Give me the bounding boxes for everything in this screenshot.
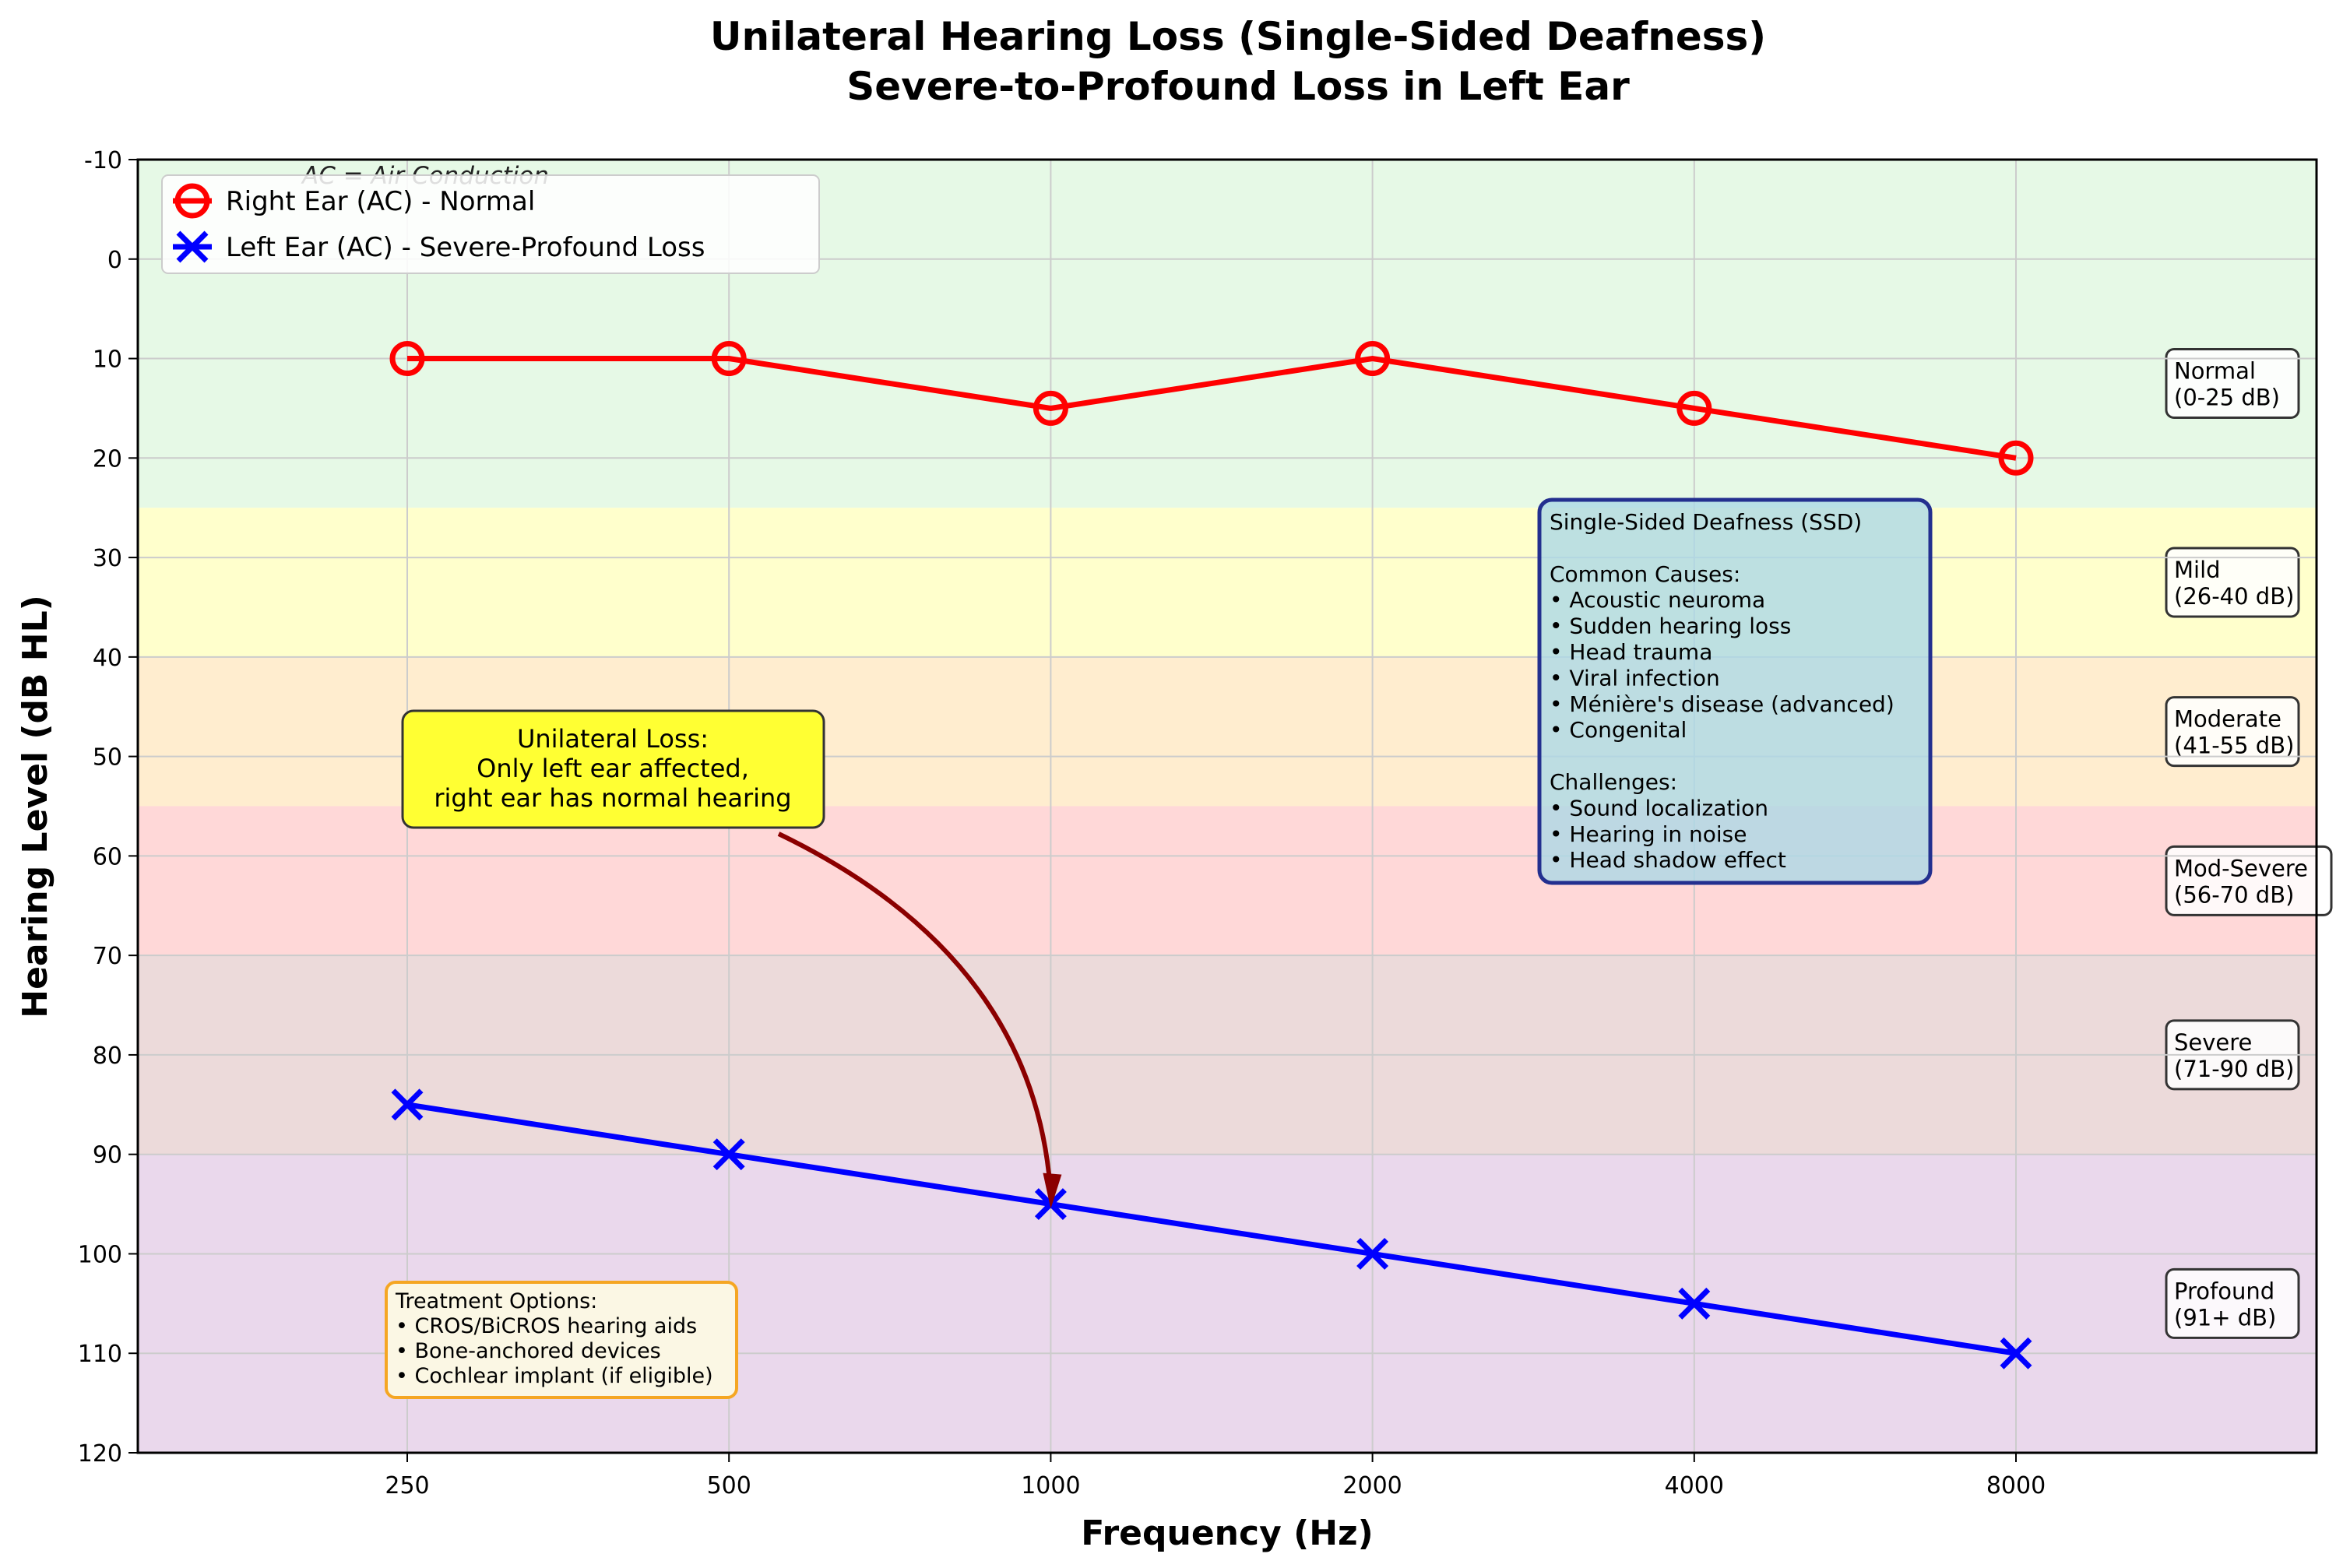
band-label: Mod-Severe [2174, 855, 2308, 881]
band-label-box [2165, 845, 2333, 916]
treatment-box [385, 1281, 738, 1399]
arrow-head [1043, 1172, 1062, 1209]
ssd-info-text: • Hearing in noise [1550, 821, 1747, 847]
y-tick-label: 40 [93, 645, 122, 672]
ssd-info-text: Common Causes: [1550, 561, 1740, 587]
x-tick-label: 2000 [1342, 1472, 1402, 1499]
y-tick-label: -10 [84, 147, 122, 174]
ssd-info-text: • Head shadow effect [1550, 847, 1786, 873]
x-tick-label: 500 [707, 1472, 751, 1499]
y-tick-label: 50 [93, 744, 122, 772]
unilateral-callout-box [401, 709, 825, 829]
legend: Right Ear (AC) - Normal Left Ear (AC) - S… [161, 174, 820, 274]
series [389, 341, 2034, 1369]
series-line-0 [407, 355, 2017, 461]
y-tick-label: 30 [93, 545, 122, 572]
x-tick-label: 250 [385, 1472, 429, 1499]
band-label-box [2165, 347, 2300, 419]
unilateral-callout-text: Unilateral Loss: [517, 724, 709, 754]
x-tick-label: 4000 [1665, 1472, 1724, 1499]
series-line-1 [406, 1102, 2017, 1356]
ssd-info-text: Challenges: [1550, 769, 1677, 795]
chart-title: Unilateral Hearing Loss (Single-Sided De… [710, 14, 1766, 59]
x-tick-label: 1000 [1021, 1472, 1080, 1499]
data-point [2000, 1337, 2032, 1369]
band-label: Normal [2174, 357, 2256, 384]
band-label: Severe [2174, 1029, 2252, 1056]
data-point [711, 341, 747, 377]
band-range-label: (0-25 dB) [2174, 384, 2280, 410]
unilateral-callout-text: Only left ear affected, [477, 754, 749, 783]
data-point [1998, 440, 2034, 476]
band-mod-severe [138, 806, 2317, 956]
y-tick-label: 80 [93, 1042, 122, 1070]
y-axis-label: Hearing Level (dB HL) [16, 595, 55, 1018]
ssd-info-text: • Congenital [1550, 717, 1687, 743]
band-label-box [2165, 1267, 2300, 1339]
y-tick-label: 120 [78, 1440, 122, 1468]
treatment-text: • Bone-anchored devices [396, 1339, 661, 1363]
legend-marker [176, 230, 209, 263]
legend-label: Right Ear (AC) - Normal [226, 186, 535, 217]
y-tick-label: 10 [93, 346, 122, 374]
y-tick-label: 70 [93, 943, 122, 970]
legend-box [161, 174, 820, 274]
data-point [1033, 390, 1068, 426]
y-tick-label: 60 [93, 843, 122, 870]
ssd-info-text: • Sound localization [1550, 795, 1768, 821]
x-tick-label: 8000 [1986, 1472, 2046, 1499]
ssd-info-text: • Ménière's disease (advanced) [1550, 691, 1894, 717]
data-point [1678, 1287, 1711, 1320]
band-label-box [2165, 696, 2300, 768]
data-point [1355, 341, 1391, 377]
ticks: -10 0 10 20 30 40 50 60 70 80 90 100 110 120 250 500 100… [78, 147, 2046, 1499]
y-tick-label: 0 [107, 247, 122, 274]
treatment-text: Treatment Options: [395, 1289, 597, 1313]
ssd-info-text: • Acoustic neuroma [1550, 587, 1765, 613]
band-mild [138, 508, 2317, 657]
legend-marker [174, 183, 210, 219]
band-label-box [2165, 547, 2300, 618]
band-range-label: (26-40 dB) [2174, 583, 2294, 610]
ssd-info-box [1537, 497, 1933, 885]
y-tick-label: 90 [93, 1142, 122, 1169]
plot-frame [136, 158, 2318, 1454]
band-label: Moderate [2174, 706, 2281, 733]
legend-label: Left Ear (AC) - Severe-Profound Loss [226, 232, 705, 263]
chart-subtitle: Severe-to-Profound Loss in Left Ear [846, 64, 1630, 109]
annotations: Unilateral Loss:Only left ear affected,r… [385, 497, 1933, 1399]
treatment-text: • Cochlear implant (if eligible) [396, 1364, 713, 1388]
data-point [1356, 1237, 1389, 1270]
band-range-label: (41-55 dB) [2174, 733, 2294, 759]
x-axis-label: Frequency (Hz) [1081, 1514, 1374, 1553]
ssd-info-text: • Viral infection [1550, 665, 1720, 691]
y-tick-label: 110 [78, 1341, 122, 1368]
y-tick-label: 100 [78, 1241, 122, 1268]
data-point [712, 1138, 745, 1171]
ssd-info-text: • Sudden hearing loss [1550, 613, 1791, 639]
y-tick-label: 20 [93, 445, 122, 473]
band-label: Mild [2174, 557, 2221, 583]
band-range-label: (71-90 dB) [2174, 1056, 2294, 1082]
data-point [1676, 390, 1712, 426]
band-range-label: (91+ dB) [2174, 1304, 2276, 1331]
ssd-info-text: • Head trauma [1550, 639, 1712, 665]
unilateral-callout-text: right ear has normal hearing [434, 783, 791, 813]
treatment-text: • CROS/BiCROS hearing aids [396, 1314, 697, 1338]
data-point [391, 1088, 424, 1121]
ssd-info-text: Single-Sided Deafness (SSD) [1550, 509, 1862, 535]
band-label: Profound [2174, 1278, 2274, 1304]
data-point [389, 341, 425, 377]
band-range-label: (56-70 dB) [2174, 881, 2294, 908]
arrow [777, 831, 1054, 1195]
